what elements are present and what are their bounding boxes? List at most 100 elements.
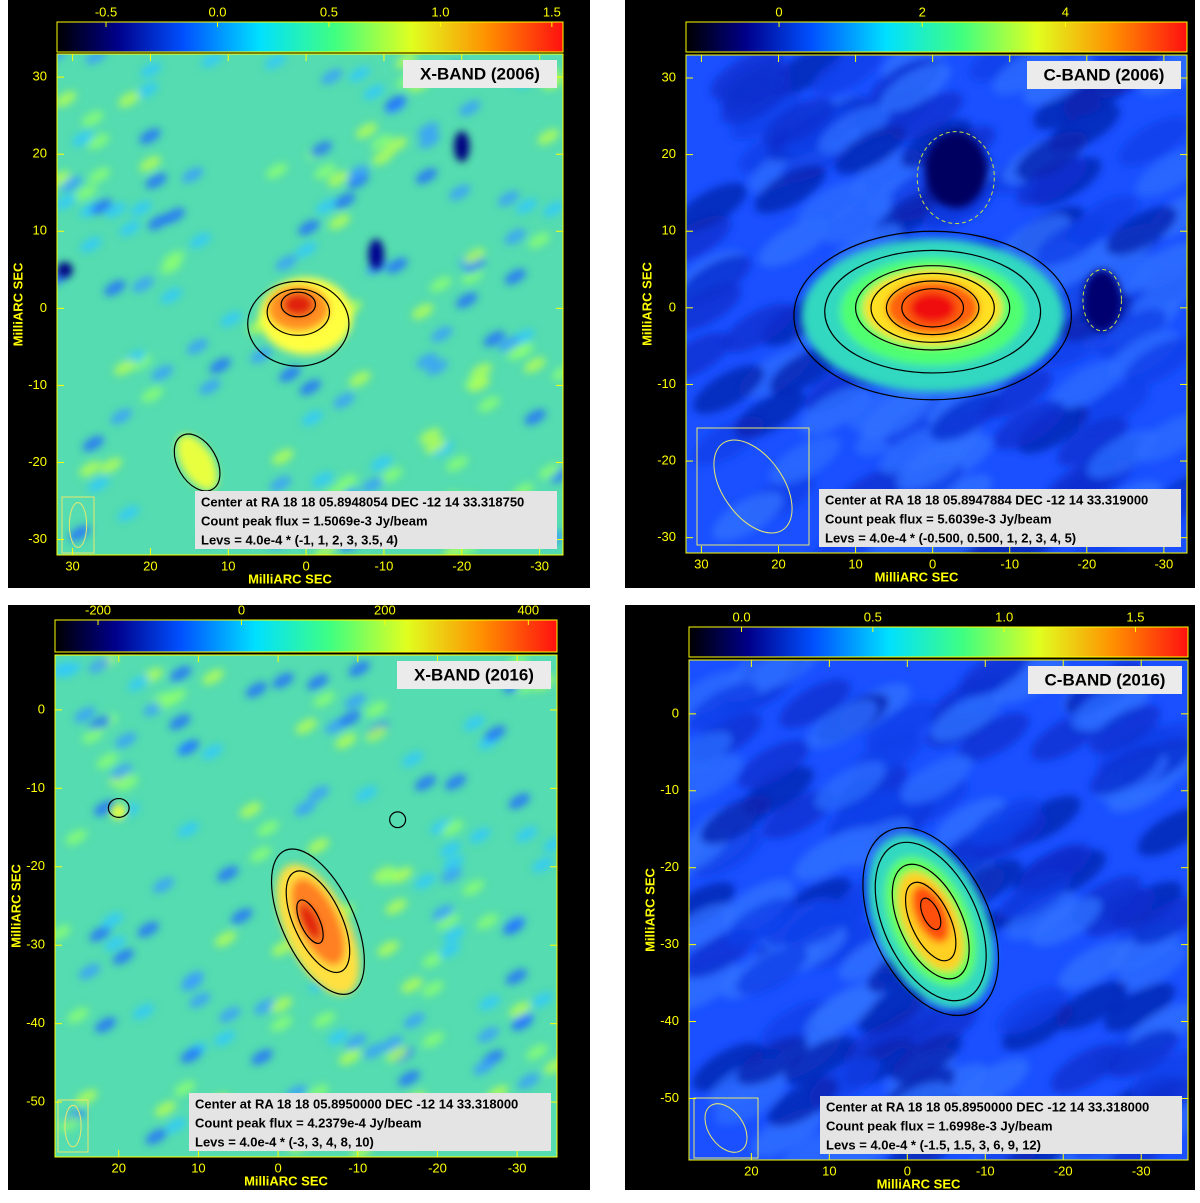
noise-blob xyxy=(543,1058,557,1075)
info-line: Center at RA 18 18 05.8950000 DEC -12 14… xyxy=(826,1099,1149,1114)
noise-blob xyxy=(249,846,272,863)
noise-blob xyxy=(333,192,356,209)
noise-blob xyxy=(307,838,330,854)
noise-blob xyxy=(306,674,329,691)
x-axis-label: MilliARC SEC xyxy=(248,571,332,586)
x-tick-label: 20 xyxy=(112,1160,126,1175)
contour xyxy=(874,841,987,1002)
x-tick-label: 0 xyxy=(274,1160,281,1175)
beam-box xyxy=(61,496,95,554)
noise-blob xyxy=(1118,117,1187,166)
noise-blob xyxy=(152,877,175,894)
noise-blob xyxy=(422,951,444,968)
noise-blob xyxy=(257,820,279,837)
noise-blob xyxy=(87,476,110,493)
noise-blob xyxy=(689,682,759,732)
noise-blob xyxy=(1130,1050,1188,1100)
noise-blob xyxy=(441,819,464,836)
title-box xyxy=(1028,666,1182,694)
noise-blob xyxy=(173,1080,196,1097)
noise-blob xyxy=(67,1007,89,1024)
noise-blob xyxy=(294,800,317,817)
noise-blob xyxy=(270,996,293,1013)
contour xyxy=(107,797,130,818)
noise-blob xyxy=(734,389,806,439)
noise-blob xyxy=(1131,272,1187,322)
plot-frame xyxy=(688,659,1189,1161)
panel: 0 2 4 30 20 10 0 -10 -20 -30 -30 -20 -10 0 10 20 30 Milli… xyxy=(625,0,1195,588)
noise-blob xyxy=(71,130,94,147)
noise-blob xyxy=(730,90,802,140)
noise-blob xyxy=(442,855,465,871)
x-tick-label: 0 xyxy=(904,1163,911,1178)
panel-title: C-BAND (2016) xyxy=(1045,670,1166,689)
x-tick-label: 10 xyxy=(822,1163,836,1178)
x-tick-label: 20 xyxy=(744,1163,758,1178)
x-axis-label: MilliARC SEC xyxy=(875,569,959,584)
beam xyxy=(68,502,88,548)
noise-blob xyxy=(760,1000,832,1050)
y-tick-label: 20 xyxy=(662,146,676,161)
colorbar xyxy=(688,626,1189,658)
noise-blob xyxy=(344,693,366,710)
x-tick-label: -10 xyxy=(1000,556,1019,571)
x-tick-label: -20 xyxy=(1054,1163,1073,1178)
beam xyxy=(704,1103,748,1153)
contour xyxy=(904,881,957,962)
noise-blob xyxy=(723,303,795,353)
noise-blob xyxy=(93,800,116,817)
noise-blob xyxy=(468,376,491,392)
source-blob xyxy=(909,292,956,324)
noise-blob xyxy=(157,693,179,709)
noise-blob xyxy=(335,732,357,749)
noise-blob xyxy=(463,257,486,273)
x-tick-label: 10 xyxy=(221,558,235,573)
info-line: Count peak flux = 5.6039e-3 Jy/beam xyxy=(825,511,1052,526)
noise-blob xyxy=(804,989,876,1038)
noise-blob xyxy=(251,1049,273,1065)
noise-blob xyxy=(462,879,485,896)
noise-blob xyxy=(345,1033,367,1050)
noise-blob xyxy=(692,1042,764,1092)
negative-contour xyxy=(916,131,995,225)
noise-blob xyxy=(969,55,1041,82)
plot-frame xyxy=(56,53,564,556)
noise-blob xyxy=(279,366,301,383)
x-tick-label: 20 xyxy=(771,556,785,571)
noise-blob xyxy=(504,228,526,245)
y-tick-label: -20 xyxy=(660,859,679,874)
noise-blob xyxy=(1050,360,1122,410)
noise-blob xyxy=(141,386,163,403)
noise-blob xyxy=(209,357,232,374)
contour xyxy=(793,230,1072,401)
colorbar-tick-label: 1.0 xyxy=(995,609,1013,624)
noise-blob xyxy=(508,793,531,810)
noise-blob xyxy=(391,867,413,883)
info-line: Center at RA 18 18 05.8948054 DEC -12 14… xyxy=(201,494,524,509)
noise-blob xyxy=(444,774,467,791)
noise-blob xyxy=(531,992,554,1008)
contour xyxy=(270,848,365,995)
noise-blob xyxy=(347,172,370,189)
title-box xyxy=(1027,61,1181,89)
noise-blob xyxy=(112,948,135,965)
noise-blob xyxy=(691,828,763,878)
noise-blob xyxy=(473,1059,495,1076)
contour xyxy=(247,280,350,367)
map-image xyxy=(55,655,557,1157)
noise-blob xyxy=(60,176,83,192)
noise-blob xyxy=(686,215,731,265)
noise-blob xyxy=(448,184,471,201)
noise-blob xyxy=(957,712,1030,762)
noise-blob xyxy=(689,731,732,780)
noise-blob xyxy=(689,903,737,953)
noise-blob xyxy=(515,826,538,843)
noise-blob xyxy=(818,105,890,154)
noise-blob xyxy=(1089,705,1161,754)
noise-blob xyxy=(1005,891,1077,941)
noise-blob xyxy=(401,977,423,994)
noise-blob xyxy=(1123,338,1187,387)
map-image xyxy=(686,55,1187,553)
noise-blob xyxy=(81,110,104,127)
source-blob xyxy=(1082,269,1122,331)
